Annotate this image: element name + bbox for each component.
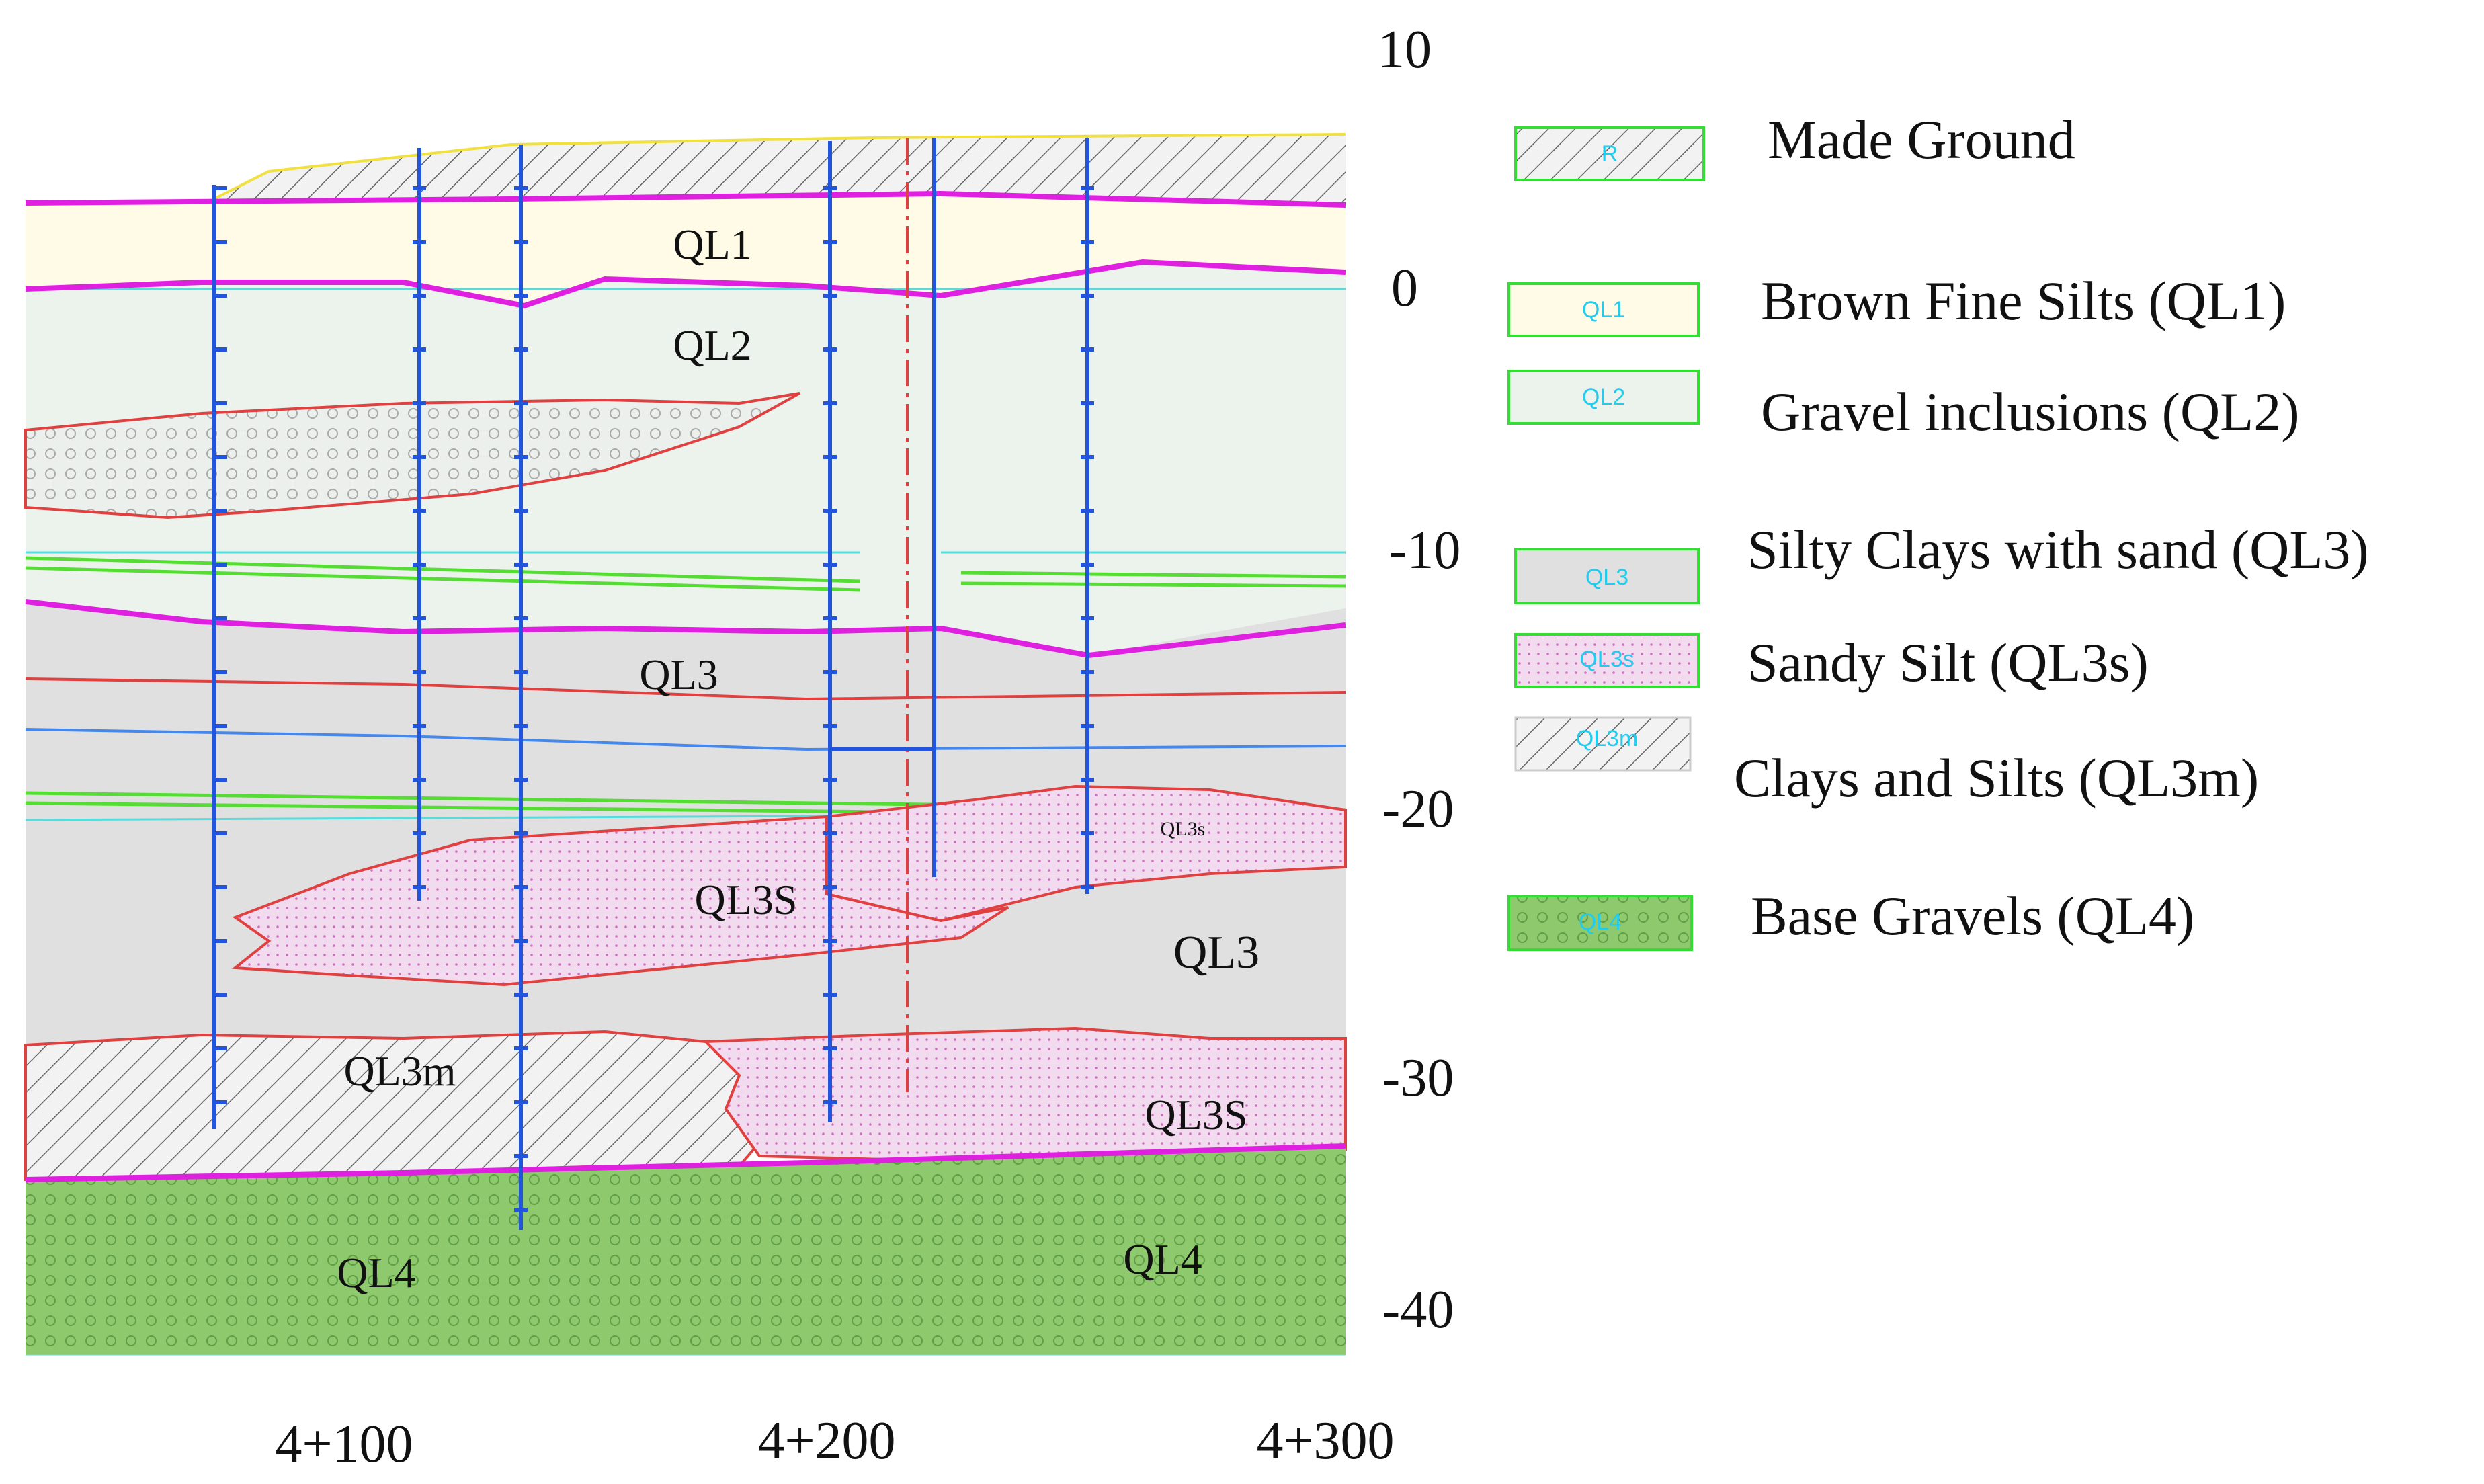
legend-label-ql3: Silty Clays with sand (QL3) xyxy=(1747,519,2369,580)
elevation-tick-minus-20: -20 xyxy=(1382,780,1454,839)
legend-item-ql4: QL4 Base Gravels (QL4) xyxy=(1507,885,2194,951)
swatch-ql1 xyxy=(1507,282,1700,337)
swatch-code-ql4: QL4 xyxy=(1579,909,1622,935)
swatch-code-ql2: QL2 xyxy=(1582,384,1625,410)
ql3s-lower-lens xyxy=(702,1026,1347,1165)
label-ql4-left: QL4 xyxy=(337,1249,415,1296)
ql4-layer xyxy=(26,1146,1346,1354)
legend-label-ql3s: Sandy Silt (QL3s) xyxy=(1747,632,2149,693)
label-ql1: QL1 xyxy=(673,220,751,268)
section-body xyxy=(24,133,1347,1356)
legend-label-ql2: Gravel inclusions (QL2) xyxy=(1761,381,2300,442)
swatch-ql2 xyxy=(1507,370,1700,425)
label-ql3s-lower: QL3S xyxy=(1145,1091,1248,1139)
swatch-ql4 xyxy=(1507,895,1693,951)
label-ql3s-center: QL3S xyxy=(695,876,798,923)
borehole-ticks xyxy=(214,138,1094,1220)
legend-label-made-ground: Made Ground xyxy=(1768,109,2075,170)
legend-item-ql1: QL1 Brown Fine Silts (QL1) xyxy=(1507,270,2286,337)
label-ql3-upper: QL3 xyxy=(639,651,718,698)
made-ground-layer xyxy=(26,134,1346,205)
legend-item-ql2: QL2 Gravel inclusions (QL2) xyxy=(1507,370,2300,442)
ql1-layer xyxy=(26,194,1346,306)
swatch-made-ground xyxy=(1514,126,1705,181)
label-ql3m: QL3m xyxy=(343,1047,456,1095)
layer-labels: QL1 QL2 QL3 QL3s QL3S QL3 QL3m QL3S QL4 … xyxy=(337,220,1259,1296)
swatch-ql3s xyxy=(1514,633,1700,688)
chainage-tick-4-300: 4+300 xyxy=(1256,1411,1394,1471)
label-ql3s-small: QL3s xyxy=(1161,818,1206,840)
swatch-ql3 xyxy=(1514,548,1700,604)
thin-green-lines xyxy=(25,556,1346,819)
elevation-tick-minus-10: -10 xyxy=(1389,521,1461,580)
swatch-ql3m xyxy=(1514,716,1692,772)
legend-item-made-ground: R Made Ground xyxy=(1514,109,2075,181)
legend-item-ql3: QL3 Silty Clays with sand (QL3) xyxy=(1514,519,2369,604)
magenta-boundaries xyxy=(25,190,1346,1182)
elevation-tick-minus-40: -40 xyxy=(1382,1280,1454,1339)
swatch-code-ql3m: QL3m xyxy=(1576,726,1639,751)
ql3s-central-lens xyxy=(231,815,1009,987)
legend-item-ql3s: QL3s Sandy Silt (QL3s) xyxy=(1514,632,2149,693)
elevation-tick-0: 0 xyxy=(1391,259,1418,318)
swatch-code-ql1: QL1 xyxy=(1582,297,1625,323)
legend-label-ql3m: Clays and Silts (QL3m) xyxy=(1734,747,2259,809)
elevation-tick-10: 10 xyxy=(1378,20,1432,79)
elevation-axis: 10 0 -10 -20 -30 -40 xyxy=(1378,20,1460,1339)
label-ql4-right: QL4 xyxy=(1123,1235,1202,1283)
chainage-tick-4-200: 4+200 xyxy=(757,1411,895,1471)
chainage-tick-4-100: 4+100 xyxy=(275,1415,413,1474)
legend: R Made Ground QL1 Brown Fine Silts (QL1)… xyxy=(1507,109,2369,951)
swatch-code-r: R xyxy=(1602,141,1618,167)
label-ql2: QL2 xyxy=(673,321,751,369)
ql2-layer xyxy=(26,262,1346,655)
chainage-axis: 4+100 4+200 4+300 xyxy=(275,1411,1394,1474)
swatch-code-ql3: QL3 xyxy=(1585,565,1628,590)
legend-item-ql3m: QL3m Clays and Silts (QL3m) xyxy=(1514,716,2259,809)
elevation-tick-minus-30: -30 xyxy=(1382,1048,1454,1108)
legend-label-ql4: Base Gravels (QL4) xyxy=(1751,885,2194,946)
swatch-code-ql3s: QL3s xyxy=(1579,647,1634,672)
legend-label-ql1: Brown Fine Silts (QL1) xyxy=(1761,270,2286,331)
label-ql3-right: QL3 xyxy=(1173,927,1259,979)
